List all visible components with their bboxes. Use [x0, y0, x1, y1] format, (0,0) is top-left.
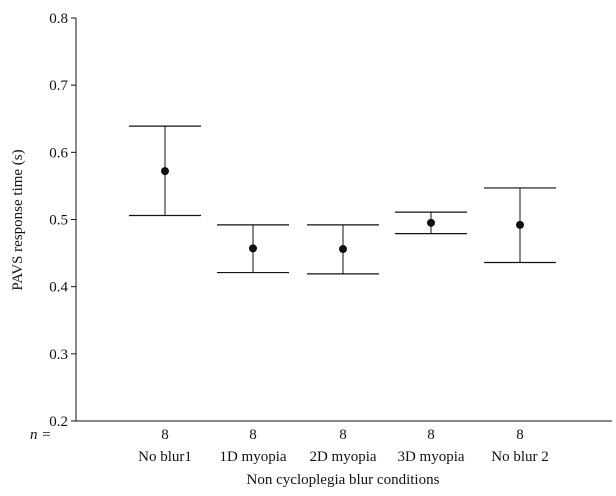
- x-category-label: No blur1: [138, 449, 192, 465]
- mean-point: [249, 244, 257, 253]
- mean-point: [516, 220, 524, 229]
- n-value: 8: [161, 427, 169, 443]
- n-label: n =: [30, 427, 51, 443]
- axes: [75, 18, 612, 422]
- y-tick-label: 0.5: [49, 213, 68, 229]
- sample-size-row: n = 8 8 8 8 8: [30, 427, 524, 443]
- n-value: 8: [516, 427, 524, 443]
- x-category-label: 2D myopia: [309, 449, 376, 465]
- n-value: 8: [339, 427, 347, 443]
- y-tick-label: 0.6: [49, 145, 68, 161]
- x-category-label: 3D myopia: [397, 449, 464, 465]
- x-category-label: 1D myopia: [219, 449, 286, 465]
- y-tick-label: 0.7: [49, 78, 68, 94]
- y-axis-label: PAVS response time (s): [10, 149, 26, 290]
- y-tick-label: 0.4: [49, 280, 68, 296]
- y-tick-label: 0.8: [49, 11, 68, 27]
- x-category-labels: No blur1 1D myopia 2D myopia 3D myopia No bl…: [138, 449, 549, 465]
- n-value: 8: [427, 427, 435, 443]
- y-ticks: 0.2 0.3 0.4 0.5 0.6 0.7 0.8: [49, 11, 76, 430]
- mean-point: [161, 167, 169, 176]
- x-category-label: No blur 2: [491, 449, 549, 465]
- y-tick-label: 0.2: [49, 414, 68, 430]
- x-axis-label: Non cycloplegia blur conditions: [247, 472, 440, 488]
- data-markers: [129, 125, 556, 275]
- mean-point: [427, 218, 435, 227]
- n-value: 8: [249, 427, 257, 443]
- mean-point: [339, 245, 347, 254]
- y-tick-label: 0.3: [49, 347, 68, 363]
